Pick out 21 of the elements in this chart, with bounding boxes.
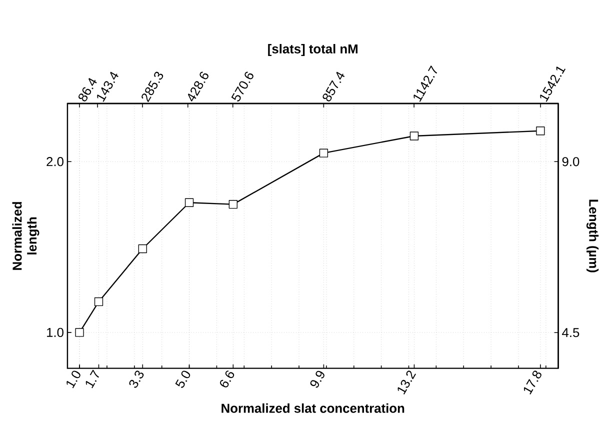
point	[94, 297, 104, 306]
x-tick-label: 6.6	[220, 370, 234, 388]
y2-tick-label: 9.0	[562, 157, 580, 166]
point	[319, 148, 328, 158]
y2-axis-title: Length (µm)	[586, 200, 599, 272]
point	[184, 198, 194, 207]
point	[75, 328, 84, 337]
y2-tick-label: 4.5	[562, 328, 580, 338]
y-tick-label: 2.0	[46, 157, 64, 166]
point	[536, 126, 545, 136]
x-tick-label: 1.0	[66, 370, 80, 388]
x2-axis-title: [slats] total nM	[268, 44, 358, 56]
x-tick-label: 3.3	[129, 370, 144, 388]
x-tick-label: 1.7	[86, 370, 99, 388]
point	[138, 244, 147, 254]
x-tick-label: 9.9	[310, 370, 324, 388]
point	[410, 132, 419, 140]
point	[228, 200, 238, 209]
x-tick-label: 5.0	[175, 370, 190, 388]
x-axis-title: Normalized slat concentration	[222, 403, 404, 413]
y-axis-title: Normalized length	[12, 202, 40, 270]
